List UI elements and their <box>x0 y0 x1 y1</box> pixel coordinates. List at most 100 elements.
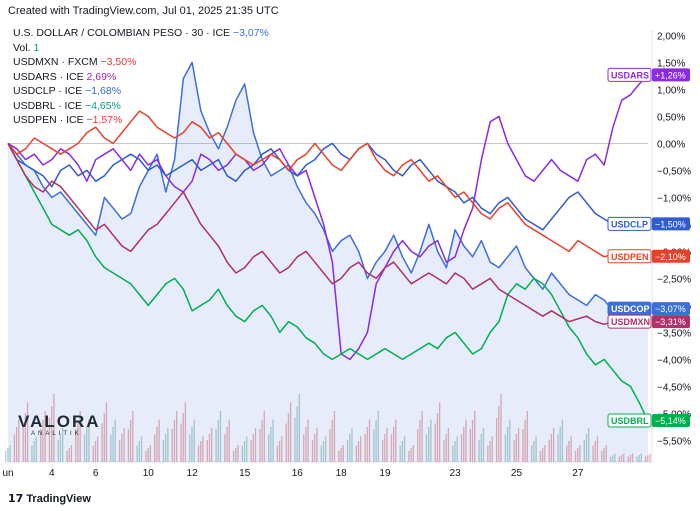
series-end-value-box <box>652 217 690 231</box>
series-line-usdbrl[interactable] <box>7 143 649 422</box>
volume-bar <box>156 427 158 462</box>
volume-bar <box>88 419 90 462</box>
volume-bar <box>35 436 38 462</box>
volume-bar <box>307 419 309 462</box>
volume-bar <box>570 436 572 462</box>
volume-bar <box>445 434 447 462</box>
volume-bar <box>263 411 265 462</box>
volume-bar <box>278 441 281 462</box>
volume-bar <box>200 441 202 462</box>
y-axis-tick-label: 0,00% <box>657 139 685 150</box>
valora-logo: VALORA <box>18 412 101 431</box>
volume-bar <box>342 445 344 462</box>
volume-bar <box>640 453 642 462</box>
volume-bar <box>517 428 520 462</box>
volume-bar <box>228 419 230 462</box>
volume-bar <box>425 434 428 462</box>
volume-bar <box>226 427 228 462</box>
volume-bar <box>215 429 217 462</box>
volume-bar <box>261 420 263 462</box>
volume-bar <box>506 427 509 462</box>
series-end-label-box <box>607 67 652 82</box>
legend-main-row[interactable]: U.S. DOLLAR / COLOMBIAN PESO · 30 · ICE … <box>13 26 269 41</box>
volume-bar <box>533 441 535 462</box>
y-axis-tick-label: −3,50% <box>657 328 691 339</box>
volume-bar <box>627 456 629 462</box>
volume-bar <box>79 411 81 462</box>
volume-bar <box>559 427 561 462</box>
volume-bar <box>59 434 62 462</box>
legend-label: USDMXN · FXCM <box>13 56 98 68</box>
volume-bar <box>138 441 141 462</box>
y-axis-tick-label: 1,00% <box>657 85 685 96</box>
volume-bar <box>127 429 130 462</box>
volume-bar <box>129 420 132 462</box>
series-line-usdclp[interactable] <box>7 142 648 231</box>
volume-bar <box>314 434 316 462</box>
volume-bar <box>421 411 423 462</box>
y-axis-tick-label: −5,50% <box>657 436 691 447</box>
series-end-value-box <box>652 68 690 82</box>
volume-bar <box>649 453 651 462</box>
volume-bar <box>469 429 471 462</box>
legend-row-usdclp[interactable]: USDCLP · ICE −1,68% <box>13 84 269 99</box>
series-line-usdars[interactable] <box>7 74 649 361</box>
volume-bar <box>121 434 123 462</box>
volume-bar <box>355 445 357 462</box>
valora-logo-subtitle: ANALITIK <box>31 431 82 437</box>
volume-bar <box>197 445 200 462</box>
volume-bar <box>620 455 623 462</box>
legend-row-usdmxn[interactable]: USDMXN · FXCM −3,50% <box>13 55 269 70</box>
volume-bar <box>535 436 537 462</box>
volume-bar <box>456 436 458 462</box>
x-axis-tick-label: 12 <box>187 468 199 479</box>
volume-bar <box>123 428 125 462</box>
volume-bar <box>285 423 287 462</box>
series-line-usdmxn[interactable] <box>7 143 648 326</box>
volume-bar <box>276 445 279 462</box>
series-end-value: +1,26% <box>655 70 686 80</box>
volume-bar <box>605 445 607 462</box>
volume-bar <box>487 445 489 462</box>
series-end-value-box <box>652 315 690 329</box>
volume-bar <box>140 436 143 462</box>
series-line-usdpen[interactable] <box>7 110 648 258</box>
legend-row-usdars[interactable]: USDARS · ICE 2,69% <box>13 70 269 85</box>
volume-bar <box>118 440 121 462</box>
volume-bar <box>9 445 11 462</box>
volume-bar <box>112 427 114 462</box>
legend-row-usdbrl[interactable]: USDBRL · ICE −4,65% <box>13 99 269 114</box>
volume-bar <box>568 441 570 462</box>
volume-bar <box>329 429 331 462</box>
volume-bar <box>105 402 108 462</box>
volume-bar <box>75 429 77 462</box>
legend-vol-row[interactable]: Vol. 1 <box>13 41 269 56</box>
tradingview-footer[interactable]: 𝟭𝟳 TradingView <box>8 492 91 505</box>
volume-bar <box>289 402 292 462</box>
volume-bar <box>384 434 386 462</box>
volume-bar <box>478 440 480 462</box>
volume-bar <box>259 429 261 462</box>
volume-bar <box>419 420 421 462</box>
volume-bar <box>463 427 465 462</box>
legend-row-usdpen[interactable]: USDPEN · ICE −1,57% <box>13 113 269 128</box>
volume-bar <box>211 428 213 462</box>
volume-bar <box>623 453 625 462</box>
legend-panel: U.S. DOLLAR / COLOMBIAN PESO · 30 · ICE … <box>13 26 269 128</box>
volume-bar <box>189 434 191 462</box>
tradingview-logo-icon: 𝟭𝟳 <box>8 493 24 505</box>
series-end-label-box <box>607 249 652 264</box>
volume-bar <box>357 441 360 462</box>
volume-bar <box>40 429 42 462</box>
volume-bar <box>408 451 410 462</box>
volume-bar <box>579 445 581 462</box>
volume-bar <box>26 402 29 462</box>
y-axis-tick-label: −4,50% <box>657 382 691 393</box>
volume-bar <box>577 448 579 462</box>
x-axis-tick-label: un <box>2 468 13 479</box>
series-end-value: −5,14% <box>655 416 686 426</box>
volume-bar <box>592 445 594 462</box>
volume-bar <box>311 440 314 462</box>
volume-bar <box>541 448 544 462</box>
